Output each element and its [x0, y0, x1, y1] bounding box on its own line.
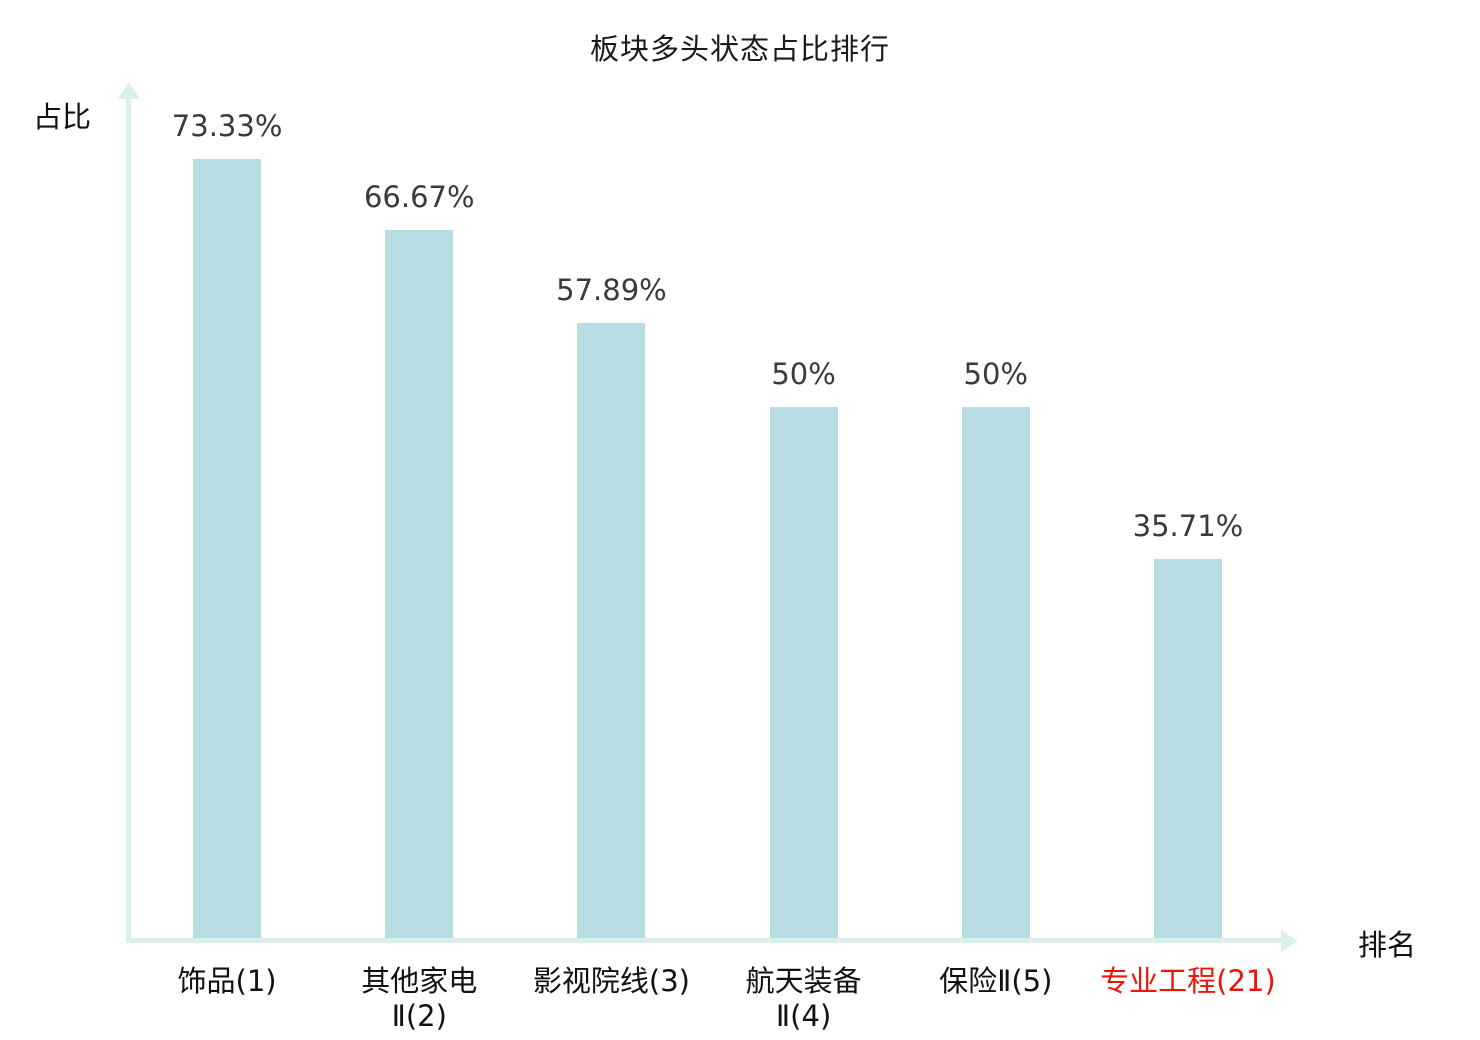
- bar-value-label: 50%: [771, 357, 836, 391]
- bar: [1153, 559, 1222, 938]
- bar-group: 66.67% 其他家电 Ⅱ(2): [323, 80, 515, 1033]
- bar-group: 50% 保险Ⅱ(5): [900, 80, 1092, 998]
- bar-group: 50% 航天装备 Ⅱ(4): [708, 80, 900, 1033]
- x-axis-line: [126, 938, 1284, 943]
- bar: [961, 407, 1030, 938]
- x-axis-label: 排名: [1358, 928, 1417, 962]
- bar-group: 57.89% 影视院线(3): [515, 80, 707, 998]
- bar-category-label: 饰品(1): [177, 964, 277, 998]
- bar: [385, 230, 454, 938]
- bar-category-label: 专业工程(21): [1100, 964, 1276, 998]
- bar-group: 35.71% 专业工程(21): [1092, 80, 1284, 998]
- bar-category-label: 航天装备 Ⅱ(4): [745, 964, 862, 1033]
- y-axis-line: [126, 98, 131, 943]
- bar-category-label: 保险Ⅱ(5): [939, 964, 1053, 998]
- bar-value-label: 73.33%: [171, 109, 283, 143]
- y-axis-arrow-icon: [118, 82, 140, 99]
- y-axis-label: 占比: [33, 100, 92, 134]
- bar: [769, 407, 838, 938]
- bar-value-label: 57.89%: [556, 273, 667, 307]
- bar-value-label: 66.67%: [363, 180, 475, 214]
- bar-value-label: 35.71%: [1132, 509, 1244, 543]
- bar: [193, 159, 262, 938]
- x-axis-arrow-icon: [1281, 929, 1298, 952]
- bar: [577, 323, 646, 938]
- bar-category-label: 其他家电 Ⅱ(2): [361, 964, 478, 1033]
- bar-group: 73.33% 饰品(1): [131, 80, 323, 998]
- chart-title: 板块多头状态占比排行: [589, 32, 890, 66]
- bars-container: 73.33% 饰品(1) 66.67% 其他家电 Ⅱ(2) 57.89% 影视院线(3) 5…: [131, 80, 1284, 1033]
- bar-value-label: 50%: [963, 357, 1028, 391]
- bar-category-label: 影视院线(3): [532, 964, 690, 998]
